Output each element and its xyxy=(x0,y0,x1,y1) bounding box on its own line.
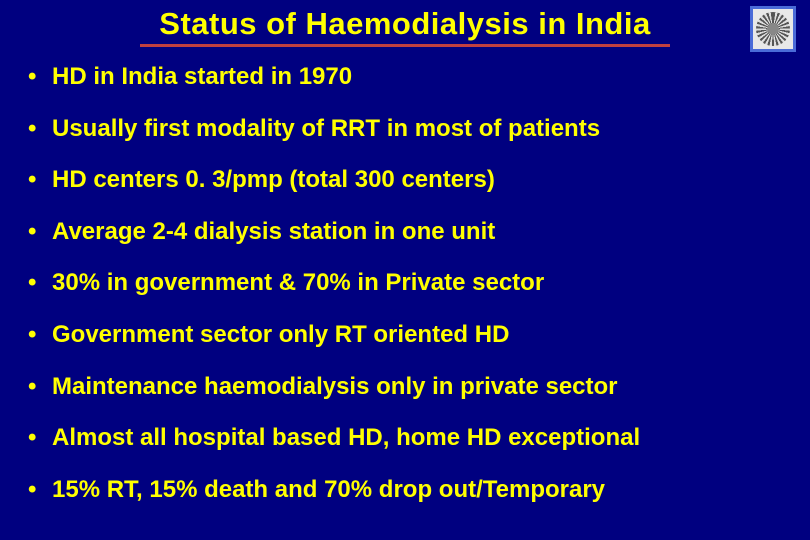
title-area: Status of Haemodialysis in India xyxy=(0,0,810,47)
list-item: 15% RT, 15% death and 70% drop out/Tempo… xyxy=(28,476,790,504)
list-item: Almost all hospital based HD, home HD ex… xyxy=(28,424,790,452)
list-item: Maintenance haemodialysis only in privat… xyxy=(28,373,790,401)
seal-icon xyxy=(756,12,790,46)
list-item: Average 2-4 dialysis station in one unit xyxy=(28,218,790,246)
list-item: HD in India started in 1970 xyxy=(28,63,790,91)
list-item: 30% in government & 70% in Private secto… xyxy=(28,269,790,297)
logo-badge xyxy=(750,6,796,52)
list-item: HD centers 0. 3/pmp (total 300 centers) xyxy=(28,166,790,194)
list-item: Government sector only RT oriented HD xyxy=(28,321,790,349)
list-item: Usually first modality of RRT in most of… xyxy=(28,115,790,143)
bullet-list: HD in India started in 1970 Usually firs… xyxy=(0,47,810,503)
title-underline xyxy=(140,44,670,47)
slide-title: Status of Haemodialysis in India xyxy=(159,6,650,42)
